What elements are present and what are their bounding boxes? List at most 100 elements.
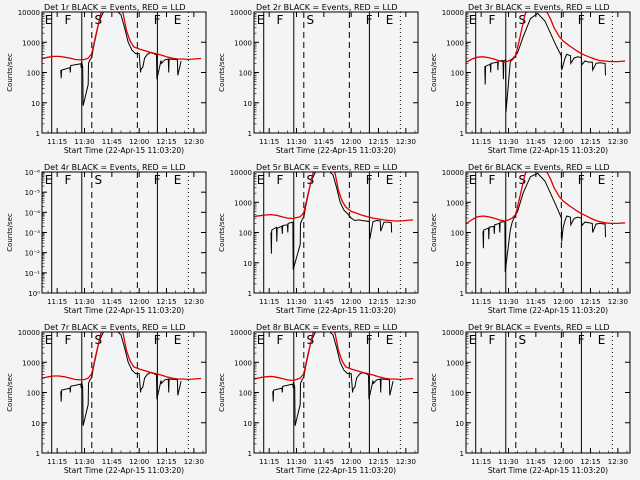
y-tick-label: 10 <box>455 100 464 108</box>
x-tick-label: 12:15 <box>156 298 176 306</box>
y-tick-label: 1000 <box>22 39 40 47</box>
event-marker-f: F <box>154 13 161 27</box>
y-axis-label: Counts/sec <box>430 213 438 252</box>
y-axis-label: Counts/sec <box>6 373 14 412</box>
y-axis-label: Counts/sec <box>430 373 438 412</box>
event-marker-s: S <box>519 13 527 27</box>
event-marker-f: F <box>64 173 71 187</box>
event-marker-s: S <box>307 333 315 347</box>
panel-title: Det 6r BLACK = Events, RED = LLD <box>468 163 610 172</box>
event-marker-f: F <box>366 13 373 27</box>
event-marker-f: F <box>276 333 283 347</box>
panel-title: Det 9r BLACK = Events, RED = LLD <box>468 323 610 332</box>
y-tick-label: 10000 <box>18 9 40 17</box>
x-tick-label: 11:15 <box>259 138 279 146</box>
x-tick-label: 11:30 <box>74 458 94 466</box>
event-marker-s: S <box>95 13 103 27</box>
event-marker-e: E <box>469 333 477 347</box>
x-tick-label: 12:15 <box>368 458 388 466</box>
y-tick-label: 10⁻¹ <box>25 270 41 278</box>
y-tick-label: 10000 <box>230 9 252 17</box>
x-axis-label: Start Time (22-Apr-15 11:03:20) <box>488 146 608 155</box>
y-tick-label: 1 <box>248 130 252 138</box>
x-tick-label: 12:30 <box>396 298 416 306</box>
x-tick-label: 12:00 <box>553 458 573 466</box>
x-tick-label: 12:15 <box>156 138 176 146</box>
x-tick-label: 12:30 <box>396 138 416 146</box>
y-axis-label: Counts/sec <box>218 373 226 412</box>
y-tick-label: 10000 <box>230 329 252 337</box>
y-tick-label: 10 <box>455 420 464 428</box>
x-tick-label: 12:30 <box>608 458 628 466</box>
x-tick-label: 12:30 <box>608 298 628 306</box>
x-tick-label: 12:00 <box>553 298 573 306</box>
panel-title: Det 8r BLACK = Events, RED = LLD <box>256 323 398 332</box>
event-marker-f: F <box>578 13 585 27</box>
x-tick-label: 11:15 <box>47 298 67 306</box>
y-tick-label: 10⁻⁵ <box>25 189 41 197</box>
x-tick-label: 12:15 <box>368 298 388 306</box>
panel-title: Det 4r BLACK = Events, RED = LLD <box>44 163 186 172</box>
x-tick-label: 12:30 <box>184 138 204 146</box>
y-tick-label: 1 <box>248 290 252 298</box>
event-marker-e: E <box>174 13 182 27</box>
x-tick-label: 11:45 <box>102 458 122 466</box>
event-marker-f: F <box>64 333 71 347</box>
series-lld <box>42 332 202 381</box>
series-lld <box>466 12 626 63</box>
x-tick-label: 11:15 <box>47 458 67 466</box>
x-tick-label: 11:30 <box>74 298 94 306</box>
panel-title: Det 1r BLACK = Events, RED = LLD <box>44 3 186 12</box>
event-marker-f: F <box>276 173 283 187</box>
event-marker-f: F <box>154 173 161 187</box>
y-tick-label: 1000 <box>446 39 464 47</box>
x-tick-label: 12:30 <box>184 458 204 466</box>
series-events <box>60 332 182 426</box>
event-marker-f: F <box>366 173 373 187</box>
y-tick-label: 1000 <box>22 359 40 367</box>
x-tick-label: 11:30 <box>498 298 518 306</box>
panel-title: Det 5r BLACK = Events, RED = LLD <box>256 163 398 172</box>
y-tick-label: 100 <box>239 230 252 238</box>
x-tick-label: 11:15 <box>471 138 491 146</box>
event-marker-e: E <box>257 173 265 187</box>
x-tick-label: 11:15 <box>259 458 279 466</box>
x-tick-label: 11:30 <box>286 138 306 146</box>
y-tick-label: 10 <box>455 260 464 268</box>
event-marker-f: F <box>578 173 585 187</box>
event-marker-e: E <box>174 333 182 347</box>
y-axis-label: Counts/sec <box>6 213 14 252</box>
event-marker-f: F <box>64 13 71 27</box>
series-lld <box>254 332 414 382</box>
x-tick-label: 12:30 <box>184 298 204 306</box>
event-marker-e: E <box>386 13 394 27</box>
x-axis-label: Start Time (22-Apr-15 11:03:20) <box>488 306 608 315</box>
event-marker-s: S <box>307 173 315 187</box>
event-marker-e: E <box>45 173 53 187</box>
y-tick-label: 1000 <box>234 359 252 367</box>
y-tick-label: 10⁰ <box>28 290 40 298</box>
x-tick-label: 12:00 <box>341 458 361 466</box>
event-marker-e: E <box>386 333 394 347</box>
event-marker-f: F <box>488 173 495 187</box>
y-tick-label: 10⁻³ <box>25 230 41 238</box>
x-tick-label: 11:45 <box>314 298 334 306</box>
event-marker-e: E <box>45 13 53 27</box>
y-tick-label: 1 <box>36 130 40 138</box>
x-axis-label: Start Time (22-Apr-15 11:03:20) <box>64 466 184 475</box>
y-tick-label: 1 <box>248 450 252 458</box>
series-lld <box>42 12 202 61</box>
x-tick-label: 12:30 <box>608 138 628 146</box>
event-marker-e: E <box>469 13 477 27</box>
x-tick-label: 12:00 <box>129 298 149 306</box>
y-tick-label: 10⁻⁴ <box>25 209 41 217</box>
x-tick-label: 12:00 <box>129 138 149 146</box>
y-tick-label: 1000 <box>446 359 464 367</box>
